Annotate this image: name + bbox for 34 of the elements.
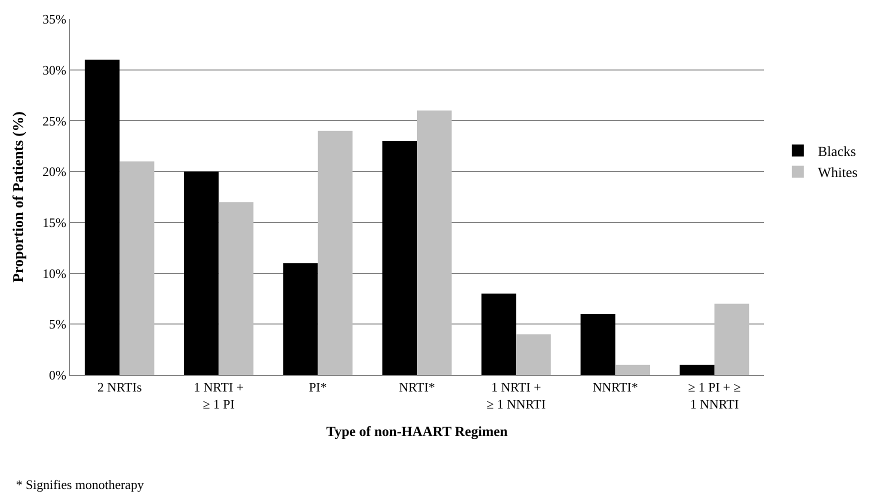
y-tick-label: 20% <box>42 164 67 180</box>
bar <box>516 334 551 375</box>
x-axis-title: Type of non-HAART Regimen <box>326 424 508 440</box>
y-tick-label: 15% <box>42 214 67 230</box>
bar <box>615 364 650 375</box>
legend-label: Blacks <box>818 144 856 160</box>
bar <box>218 202 254 375</box>
bar <box>580 314 616 375</box>
x-tick-label: 1 NRTI + ≥ 1 PI <box>194 380 244 412</box>
bar <box>184 172 219 375</box>
x-tick-label: 1 NRTI + ≥ 1 NNRTI <box>486 380 546 412</box>
x-tick-label: 2 NRTIs <box>97 380 142 395</box>
text: * Signifies monotherapy <box>16 477 144 492</box>
y-tick-label: 30% <box>42 62 67 78</box>
x-tick-label: NNRTI* <box>592 380 638 395</box>
y-axis-title: Proportion of Patients (%) <box>10 112 27 282</box>
x-tick-label: NRTI* <box>398 380 436 395</box>
bar <box>318 130 353 375</box>
y-tick-label: 0% <box>49 368 67 383</box>
legend-label: Whites <box>818 166 858 182</box>
bar <box>120 161 154 375</box>
y-tick-label: 25% <box>42 113 67 128</box>
x-tick-label: ≥ 1 PI + ≥ 1 NNRTI <box>688 380 741 412</box>
bar <box>283 263 318 375</box>
y-tick-label: 10% <box>42 266 67 281</box>
bar <box>417 110 452 375</box>
x-tick-label: PI* <box>308 380 327 395</box>
bar <box>382 141 417 375</box>
bar <box>481 294 516 375</box>
y-tick-label: 35% <box>42 12 67 27</box>
bar <box>680 364 714 375</box>
bar <box>714 304 750 375</box>
y-tick-label: 5% <box>49 316 67 332</box>
bar <box>84 60 120 375</box>
